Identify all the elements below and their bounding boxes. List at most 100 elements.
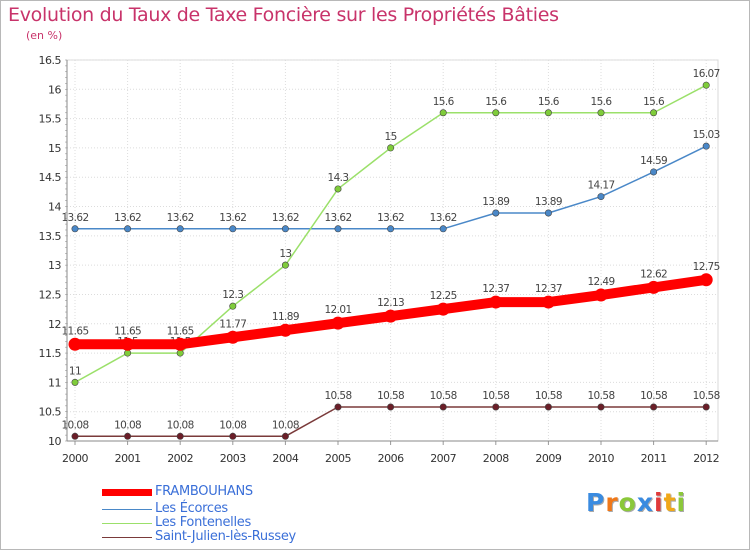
y-tick-label: 15: [48, 142, 61, 155]
data-point-frambouhans: [278, 323, 292, 337]
y-tick-label: 16.5: [39, 54, 62, 67]
x-tick-label: 2000: [62, 452, 88, 465]
data-point-les-fontenelles: [597, 109, 605, 117]
data-point-saint-julien-l-s-russey: [229, 432, 237, 440]
data-point-les-corces: [71, 225, 79, 233]
data-point-saint-julien-l-s-russey: [492, 403, 500, 411]
x-tick-label: 2009: [535, 452, 561, 465]
data-point-frambouhans: [226, 330, 240, 344]
plot-area: [66, 59, 719, 442]
data-label-les-fontenelles: 13: [279, 248, 291, 260]
data-point-frambouhans: [436, 302, 450, 316]
y-tick-label: 16: [48, 83, 61, 96]
data-point-les-corces: [702, 142, 710, 150]
data-label-saint-julien-l-s-russey: 10.58: [324, 390, 351, 402]
data-label-les-fontenelles: 15: [385, 131, 397, 143]
logo-letter: i: [654, 488, 664, 517]
data-label-les-corces: 14.59: [640, 155, 667, 167]
data-label-frambouhans: 12.49: [587, 276, 614, 288]
data-point-saint-julien-l-s-russey: [176, 432, 184, 440]
data-label-saint-julien-l-s-russey: 10.58: [587, 390, 614, 402]
data-point-les-corces: [229, 225, 237, 233]
data-point-saint-julien-l-s-russey: [597, 403, 605, 411]
data-point-saint-julien-l-s-russey: [544, 403, 552, 411]
data-label-saint-julien-l-s-russey: 10.58: [640, 390, 667, 402]
data-point-saint-julien-l-s-russey: [334, 403, 342, 411]
data-point-frambouhans: [541, 295, 555, 309]
data-point-frambouhans: [173, 337, 187, 351]
data-point-saint-julien-l-s-russey: [124, 432, 132, 440]
data-point-les-fontenelles: [492, 109, 500, 117]
data-label-les-corces: 13.89: [535, 196, 562, 208]
chart-title: Evolution du Taux de Taxe Foncière sur l…: [8, 4, 559, 26]
data-point-les-fontenelles: [439, 109, 447, 117]
data-label-les-corces: 13.62: [114, 212, 141, 224]
data-label-frambouhans: 11.65: [114, 325, 141, 337]
data-point-les-corces: [124, 225, 132, 233]
y-tick-label: 14: [48, 201, 61, 214]
data-label-saint-julien-l-s-russey: 10.58: [535, 390, 562, 402]
data-label-frambouhans: 12.13: [377, 297, 404, 309]
legend-label: FRAMBOUHANS: [155, 484, 253, 499]
data-point-saint-julien-l-s-russey: [439, 403, 447, 411]
legend-label: Saint-Julien-lès-Russey: [155, 529, 296, 544]
data-point-les-fontenelles: [176, 349, 184, 357]
data-label-saint-julien-l-s-russey: 10.08: [272, 419, 299, 431]
logo-letter: r: [605, 488, 619, 517]
data-label-les-corces: 13.89: [482, 196, 509, 208]
y-tick-label: 10.5: [39, 406, 62, 419]
data-label-les-corces: 13.62: [324, 212, 351, 224]
legend-label: Les Fontenelles: [155, 515, 251, 530]
data-label-les-fontenelles: 12.3: [222, 289, 243, 301]
y-tick-label: 13.5: [39, 230, 62, 243]
data-point-frambouhans: [647, 280, 661, 294]
data-label-saint-julien-l-s-russey: 10.58: [482, 390, 509, 402]
data-point-les-fontenelles: [124, 349, 132, 357]
data-label-les-fontenelles: 15.6: [591, 96, 613, 108]
data-point-les-corces: [492, 209, 500, 217]
data-label-frambouhans: 12.01: [324, 304, 351, 316]
x-tick-label: 2012: [693, 452, 719, 465]
data-label-les-corces: 13.62: [219, 212, 246, 224]
data-label-les-corces: 13.62: [430, 212, 457, 224]
x-tick-label: 2008: [483, 452, 509, 465]
data-label-saint-julien-l-s-russey: 10.08: [219, 419, 246, 431]
data-label-les-corces: 13.62: [272, 212, 299, 224]
x-tick-label: 2002: [167, 452, 193, 465]
data-label-les-fontenelles: 15.6: [538, 96, 560, 108]
data-label-frambouhans: 11.65: [61, 325, 88, 337]
x-tick-label: 2001: [115, 452, 141, 465]
data-label-les-corces: 13.62: [377, 212, 404, 224]
x-tick-label: 2006: [378, 452, 404, 465]
data-point-les-corces: [387, 225, 395, 233]
legend-swatch: [102, 489, 152, 496]
data-point-saint-julien-l-s-russey: [71, 432, 79, 440]
x-tick-label: 2010: [588, 452, 614, 465]
data-label-les-corces: 14.17: [587, 180, 614, 192]
data-point-frambouhans: [384, 309, 398, 323]
data-label-frambouhans: 12.37: [535, 283, 562, 295]
data-point-saint-julien-l-s-russey: [281, 432, 289, 440]
data-label-les-fontenelles: 16.07: [693, 68, 720, 80]
data-label-les-fontenelles: 14.3: [328, 172, 349, 184]
logo-letter: i: [676, 488, 687, 517]
data-point-frambouhans: [331, 316, 345, 330]
data-label-frambouhans: 12.75: [693, 261, 720, 273]
data-label-saint-julien-l-s-russey: 10.58: [377, 390, 404, 402]
data-point-frambouhans: [489, 295, 503, 309]
proxiti-logo: Proxiti: [586, 488, 686, 517]
data-point-les-corces: [334, 225, 342, 233]
data-point-les-fontenelles: [702, 81, 710, 89]
logo-letter: P: [586, 488, 606, 517]
y-tick-label: 11: [48, 376, 61, 389]
x-tick-label: 2003: [220, 452, 246, 465]
y-tick-label: 15.5: [39, 113, 62, 126]
x-tick-label: 2005: [325, 452, 351, 465]
legend-swatch: [102, 509, 152, 510]
data-point-les-fontenelles: [71, 378, 79, 386]
y-tick-label: 12: [48, 318, 61, 331]
data-point-les-fontenelles: [229, 302, 237, 310]
data-label-frambouhans: 11.65: [167, 325, 194, 337]
logo-letter: x: [636, 488, 654, 517]
